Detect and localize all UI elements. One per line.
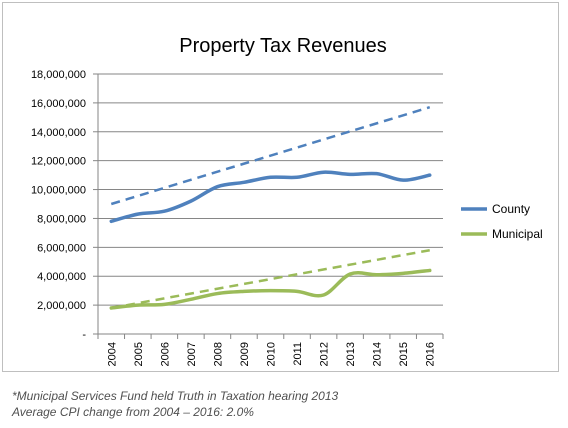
x-tick-label: 2014 [372, 342, 384, 366]
footnotes: *Municipal Services Fund held Truth in T… [12, 388, 552, 420]
x-tick-label: 2012 [319, 342, 331, 366]
x-tick-label: 2005 [133, 342, 145, 366]
x-tick-label: 2015 [398, 342, 410, 366]
footnote-truth-in-taxation: *Municipal Services Fund held Truth in T… [12, 389, 339, 403]
property-tax-chart: Property Tax Revenues - 2,000,000 4,000,00… [31, 35, 543, 366]
trendline-county [110, 106, 431, 206]
trendline-municipal [111, 248, 430, 310]
x-tick-label: 2011 [292, 342, 304, 366]
y-tick-label: 8,000,000 [37, 213, 86, 225]
axes: - 2,000,000 4,000,000 6,000,000 8,000,000 10,… [31, 69, 444, 366]
x-tick-label: 2016 [425, 342, 437, 366]
series-line-municipal [109, 268, 432, 310]
y-tick-label: 12,000,000 [31, 156, 86, 168]
y-tick-label: 14,000,000 [31, 127, 86, 139]
legend-label-municipal: Municipal [492, 227, 543, 241]
x-tick-label: 2010 [266, 342, 278, 366]
footnote-cpi-change: Average CPI change from 2004 – 2016: 2.0… [12, 405, 254, 419]
y-tick-label: 6,000,000 [37, 242, 86, 254]
x-tick-label: 2004 [106, 342, 118, 366]
x-tick-label: 2009 [239, 342, 251, 366]
x-tick-label: 2013 [345, 342, 357, 366]
x-tick-label: 2007 [186, 342, 198, 366]
x-tick-label: 2008 [212, 342, 224, 366]
y-tick-label: 10,000,000 [31, 185, 86, 197]
chart-title: Property Tax Revenues [179, 35, 387, 57]
y-tick-label: 2,000,000 [37, 300, 86, 312]
trendlines [110, 106, 431, 310]
series-line-county [109, 170, 432, 224]
y-tick-label: 4,000,000 [37, 271, 86, 283]
chart-frame: Property Tax Revenues - 2,000,000 4,000,00… [2, 2, 559, 372]
legend-label-county: County [492, 202, 530, 216]
y-tick-label: - [82, 329, 86, 341]
gridlines [98, 73, 443, 306]
legend: County Municipal [461, 202, 543, 241]
y-tick-label: 18,000,000 [31, 69, 86, 81]
x-tick-label: 2006 [159, 342, 171, 366]
y-tick-label: 16,000,000 [31, 98, 86, 110]
series-lines [109, 170, 432, 310]
